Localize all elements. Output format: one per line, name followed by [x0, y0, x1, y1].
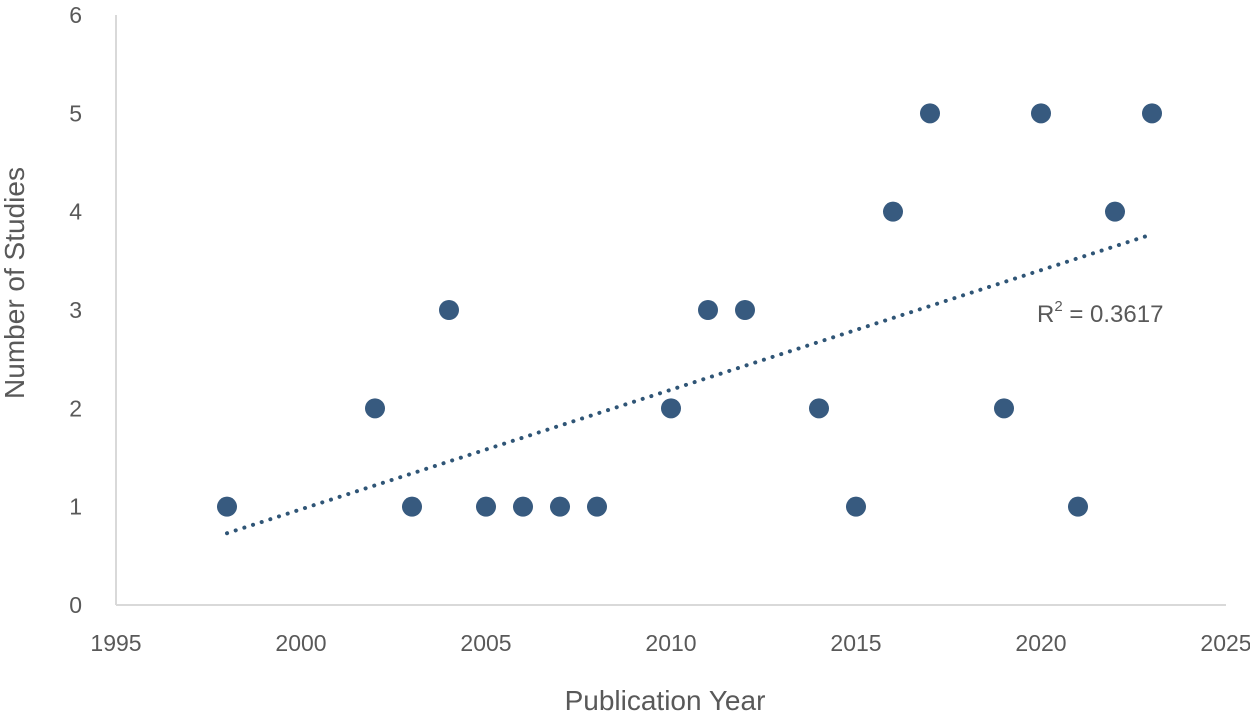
- x-tick-label: 2025: [1200, 630, 1250, 656]
- data-point: [846, 496, 866, 517]
- x-tick-label: 2010: [645, 630, 696, 656]
- y-tick-label: 5: [69, 100, 82, 126]
- data-point: [698, 300, 718, 320]
- data-point: [1031, 103, 1051, 124]
- y-tick-label: 3: [69, 297, 82, 323]
- r2-suffix: = 0.3617: [1063, 301, 1164, 328]
- x-axis-title: Publication Year: [565, 685, 766, 716]
- r2-prefix: R: [1037, 301, 1054, 328]
- data-point: [439, 300, 459, 320]
- r2-exponent: 2: [1054, 298, 1062, 315]
- data-point: [1068, 496, 1088, 517]
- y-tick-label: 2: [69, 395, 82, 421]
- data-point: [994, 398, 1014, 419]
- x-tick-label: 2000: [275, 630, 326, 656]
- data-point: [735, 300, 755, 320]
- data-point: [550, 496, 570, 517]
- x-tick-labels: 1995 2000 2005 2010 2015 2020 2025: [90, 630, 1250, 656]
- y-tick-labels: 0 1 2 3 4 5 6: [69, 2, 82, 618]
- data-point: [661, 398, 681, 419]
- data-point: [513, 496, 533, 517]
- x-tick-label: 1995: [90, 630, 141, 656]
- data-point: [476, 496, 496, 517]
- x-tick-label: 2015: [830, 630, 881, 656]
- y-tick-label: 0: [69, 592, 82, 618]
- x-tick-label: 2005: [460, 630, 511, 656]
- y-tick-label: 6: [69, 2, 82, 28]
- x-tick-label: 2020: [1015, 630, 1066, 656]
- data-points: [217, 103, 1162, 517]
- trendline: [225, 232, 1154, 536]
- data-point: [809, 398, 829, 419]
- y-tick-label: 1: [69, 494, 82, 520]
- axes: [115, 15, 1226, 606]
- data-point: [920, 103, 940, 124]
- y-tick-label: 4: [69, 199, 82, 225]
- data-point: [1142, 103, 1162, 124]
- data-point: [587, 496, 607, 517]
- data-point: [402, 496, 422, 517]
- data-point: [883, 201, 903, 222]
- data-point: [365, 398, 385, 419]
- data-point: [217, 496, 237, 517]
- data-point: [1105, 201, 1125, 222]
- r-squared-annotation: R2 = 0.3617: [1037, 298, 1163, 328]
- y-axis-title: Number of Studies: [0, 167, 30, 399]
